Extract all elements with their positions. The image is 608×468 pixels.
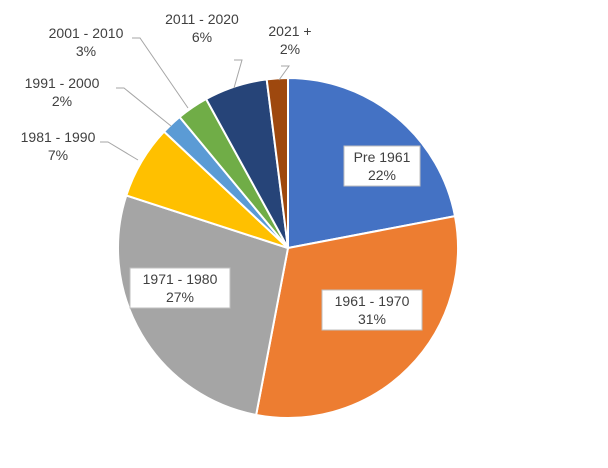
slice-value-text: 2%: [52, 93, 72, 109]
slice-value-text: 22%: [368, 167, 396, 183]
leader-lines: [100, 37, 290, 161]
label-pre-1961: Pre 1961 22%: [343, 145, 421, 187]
pie-slices: [117, 76, 459, 419]
leader-line-2021: [278, 65, 290, 81]
slice-label-text: 1971 - 1980: [143, 271, 218, 287]
label-1991-2000: 1991 - 2000 2%: [25, 75, 100, 109]
slice-value-text: 7%: [48, 147, 68, 163]
slice-label-text: 2011 - 2020: [165, 11, 239, 27]
slice-label-text: 2001 - 2010: [49, 25, 124, 41]
label-2021: 2021 + 2%: [268, 23, 311, 57]
label-1981-1990: 1981 - 1990 7%: [21, 129, 96, 163]
slice-value-text: 27%: [166, 289, 194, 305]
label-box: [321, 289, 423, 331]
label-1961-1970: 1961 - 1970 31%: [321, 289, 423, 331]
slice-label-text: 1991 - 2000: [25, 75, 100, 91]
leader-line-1991-2000: [116, 87, 172, 127]
leader-line-2001-2010: [132, 37, 189, 109]
slice-label-text: 2021 +: [268, 23, 311, 39]
slice-value-text: 6%: [192, 29, 212, 45]
leader-line-1981-1990: [100, 141, 139, 161]
label-box: [343, 145, 421, 187]
slice-label-text: Pre 1961: [354, 149, 411, 165]
label-1971-1980: 1971 - 1980 27%: [129, 267, 231, 309]
leader-line-2011-2020: [233, 59, 243, 89]
slice-label-text: 1961 - 1970: [335, 293, 410, 309]
label-2001-2010: 2001 - 2010 3%: [49, 25, 124, 59]
label-2011-2020: 2011 - 2020 6%: [165, 11, 239, 45]
slice-label-text: 1981 - 1990: [21, 129, 96, 145]
slice-2021: [265, 76, 289, 249]
slice-value-text: 31%: [358, 311, 386, 327]
slice-value-text: 3%: [76, 43, 96, 59]
slice-value-text: 2%: [280, 41, 300, 57]
label-box: [129, 267, 231, 309]
